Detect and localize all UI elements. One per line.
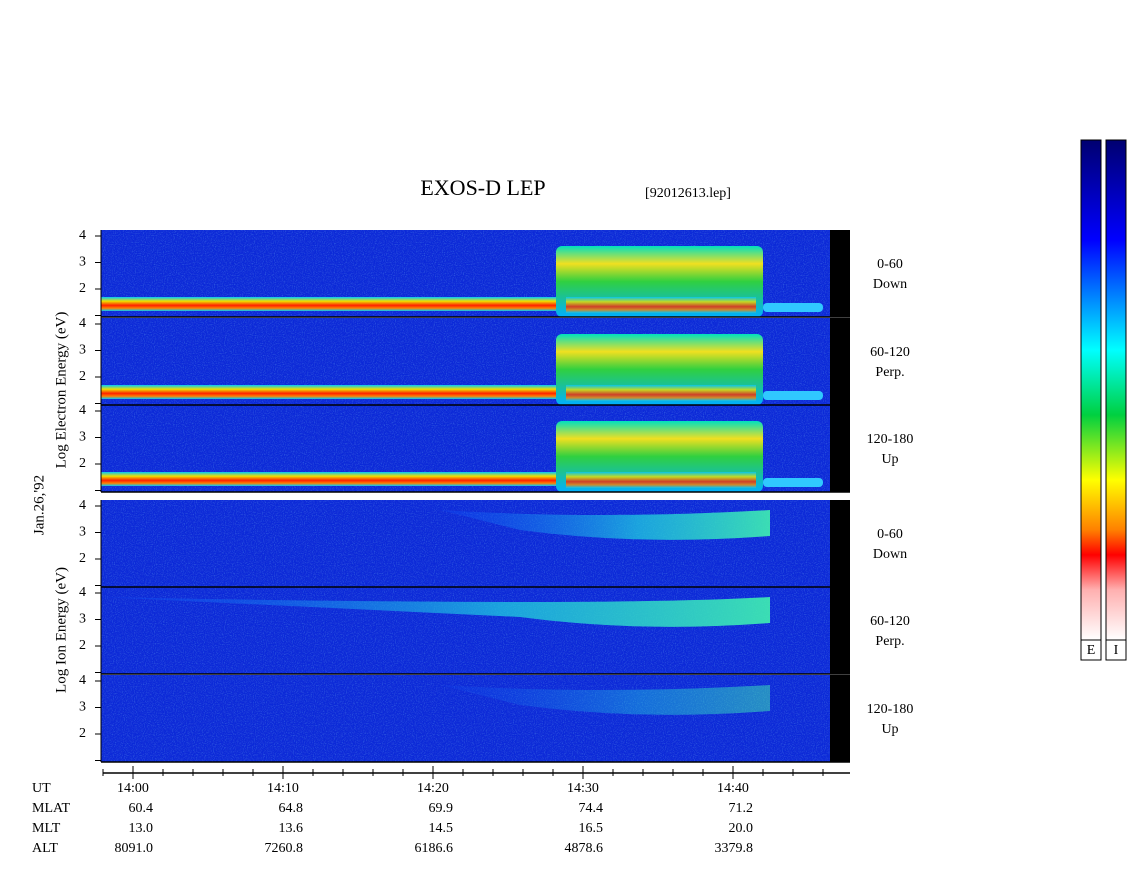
pitch-direction: Perp.	[875, 634, 904, 649]
energy-tick-label: 3	[79, 612, 86, 627]
date-label: Jan.26,'92	[31, 475, 47, 535]
spectrograms	[101, 230, 850, 762]
pitch-range: 60-120	[870, 345, 910, 360]
electron-low-band	[101, 472, 561, 486]
electron-blob-low	[566, 385, 756, 401]
energy-tick-label: 3	[79, 430, 86, 445]
orbit-label: MLT	[32, 821, 61, 836]
orbit-value: 13.6	[279, 821, 304, 836]
energy-tick-label: 2	[79, 281, 86, 296]
orbit-value: 16.5	[579, 821, 604, 836]
energy-tick-label: 4	[79, 316, 86, 331]
ion-axis-label: Log Ion Energy (eV)	[53, 567, 69, 693]
time-tick-label: 14:00	[117, 781, 149, 796]
pitch-range: 0-60	[877, 257, 903, 272]
time-tick-label: 14:10	[267, 781, 299, 796]
energy-tick-label: 3	[79, 525, 86, 540]
pitch-direction: Perp.	[875, 365, 904, 380]
electron-low-band	[101, 385, 561, 399]
data-gap	[830, 675, 850, 762]
orbit-value: 13.0	[129, 821, 154, 836]
orbit-value: 64.8	[279, 801, 304, 816]
energy-tick-label: 2	[79, 551, 86, 566]
axes: 2 3 4 0-60 Down 2 3 4 60-120 Perp. 2 3 4 120-180 Up 2 3 4…	[32, 139, 1127, 856]
energy-tick-label: 4	[79, 498, 86, 513]
orbit-value: 74.4	[579, 801, 604, 816]
electron-tail	[763, 478, 823, 487]
data-gap	[830, 500, 850, 587]
energy-tick-label: 2	[79, 638, 86, 653]
pitch-range: 120-180	[867, 432, 914, 447]
data-gap	[830, 587, 850, 674]
orbit-value: 3379.8	[715, 841, 754, 856]
data-gap	[830, 405, 850, 492]
color-bar	[1080, 139, 1102, 641]
orbit-value: 69.9	[429, 801, 454, 816]
energy-tick-label: 4	[79, 228, 86, 243]
color-bar-label: I	[1114, 643, 1119, 658]
orbit-value: 7260.8	[265, 841, 304, 856]
energy-tick-label: 3	[79, 255, 86, 270]
orbit-value: 60.4	[129, 801, 154, 816]
orbit-label: ALT	[32, 841, 58, 856]
color-bar-label: E	[1087, 643, 1096, 658]
energy-tick-label: 2	[79, 369, 86, 384]
time-tick-label: 14:20	[417, 781, 449, 796]
pitch-direction: Up	[881, 722, 898, 737]
electron-tail	[763, 303, 823, 312]
energy-tick-label: 3	[79, 343, 86, 358]
pitch-direction: Down	[873, 277, 907, 292]
orbit-label: UT	[32, 781, 51, 796]
orbit-label: MLAT	[32, 801, 71, 816]
data-gap	[830, 318, 850, 405]
ion-band	[440, 685, 770, 715]
color-bar	[1105, 139, 1127, 641]
orbit-value: 71.2	[729, 801, 754, 816]
time-tick-label: 14:30	[567, 781, 599, 796]
orbit-value: 20.0	[729, 821, 754, 836]
energy-tick-label: 3	[79, 700, 86, 715]
orbit-value: 8091.0	[115, 841, 154, 856]
energy-tick-label: 4	[79, 585, 86, 600]
pitch-range: 0-60	[877, 527, 903, 542]
orbit-value: 6186.6	[415, 841, 454, 856]
ion-band	[440, 510, 770, 540]
energy-tick-label: 4	[79, 673, 86, 688]
pitch-range: 120-180	[867, 702, 914, 717]
ion-band	[101, 597, 770, 627]
orbit-value: 4878.6	[565, 841, 604, 856]
electron-axis-label: Log Electron Energy (eV)	[53, 312, 69, 469]
color-bar-label-box	[1105, 639, 1127, 661]
electron-blob-low	[566, 472, 756, 488]
energy-tick-label: 2	[79, 726, 86, 741]
electron-blob-low	[566, 297, 756, 313]
pitch-direction: Up	[881, 452, 898, 467]
color-bar-label-box	[1080, 639, 1102, 661]
file-name: [92012613.lep]	[645, 186, 731, 201]
title: EXOS-D LEP	[420, 175, 545, 200]
pitch-direction: Down	[873, 547, 907, 562]
pitch-range: 60-120	[870, 614, 910, 629]
electron-low-band	[101, 297, 561, 311]
electron-tail	[763, 391, 823, 400]
time-tick-label: 14:40	[717, 781, 749, 796]
data-gap	[830, 230, 850, 317]
orbit-value: 14.5	[429, 821, 454, 836]
energy-tick-label: 2	[79, 456, 86, 471]
energy-tick-label: 4	[79, 403, 86, 418]
